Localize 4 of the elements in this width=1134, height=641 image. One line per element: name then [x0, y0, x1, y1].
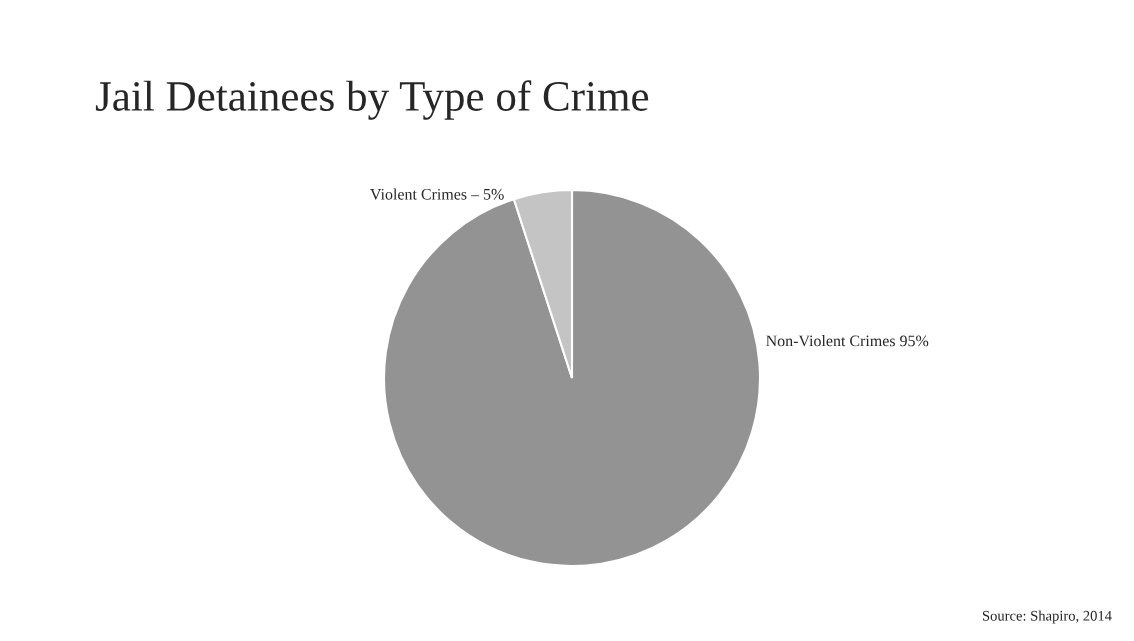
chart-title: Jail Detainees by Type of Crime: [95, 80, 649, 120]
slice-label: Violent Crimes – 5%: [370, 188, 504, 200]
slice-label: Non-Violent Crimes 95%: [766, 335, 929, 347]
source-note: Source: Shapiro, 2014: [982, 610, 1112, 624]
